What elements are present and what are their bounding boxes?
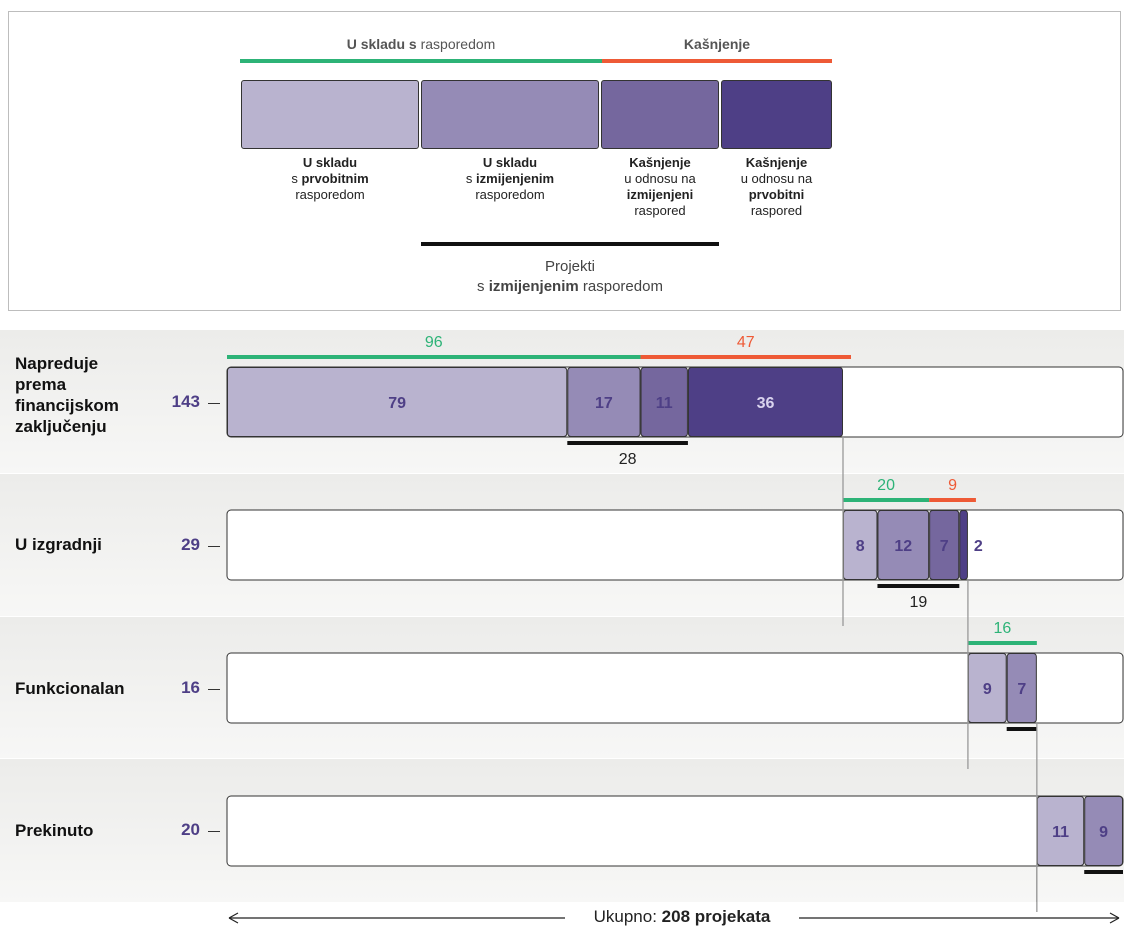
bar-segment-r1-s2	[567, 367, 641, 437]
row-total-2: 29	[140, 535, 200, 555]
row-total-4: 20	[140, 820, 200, 840]
row-label-terminated: Prekinuto	[15, 821, 94, 840]
bar-value-r4-s2: 9	[1099, 824, 1108, 841]
bar-value-r2-s4: 2	[974, 538, 983, 555]
bar-value-r2-s3: 7	[940, 538, 949, 555]
bar-value-r2-s1: 8	[856, 538, 865, 555]
legend-caption-revised: U skladu s izmijenjenim rasporedom	[421, 155, 599, 203]
legend-box-delay-original	[721, 80, 832, 149]
delay-label-r2: 9	[948, 477, 957, 494]
legend-box-delay-revised	[601, 80, 719, 149]
row-label-operational: Funkcionalan	[15, 679, 125, 698]
delay-label-r1: 47	[737, 334, 755, 351]
legend-caption-original-l2b: prvobitnim	[301, 171, 369, 186]
bar-segment-r3-s2	[1006, 653, 1037, 723]
delay-bracket-r2	[929, 498, 976, 502]
legend-caption-delay-original: Kašnjenje u odnosu na prvobitni raspored	[721, 155, 832, 219]
on-schedule-label-r2: 20	[877, 477, 895, 494]
row-tick-2	[208, 546, 220, 547]
bar-value-r3-s1: 9	[983, 681, 992, 698]
bar-value-r3-s2: 7	[1017, 681, 1026, 698]
legend-caption-revised-l3: rasporedom	[475, 187, 545, 202]
legend-caption-delay-revised-l1: Kašnjenje	[629, 155, 691, 170]
on-schedule-bracket-r1	[227, 355, 641, 359]
row-total-2-value: 29	[181, 535, 200, 554]
legend-caption-delay-revised: Kašnjenje u odnosu na izmijenjeni raspor…	[601, 155, 719, 219]
row-tick-1	[208, 403, 220, 404]
legend-red-line	[602, 59, 832, 63]
bar-segment-r1-s1	[227, 367, 568, 437]
legend-caption-delay-revised-l4: raspored	[634, 203, 686, 218]
row-total-3-value: 16	[181, 678, 200, 697]
legend-revised-line1: Projekti	[544, 258, 596, 275]
legend-caption-revised-l1: U skladu	[482, 155, 538, 170]
legend-caption-revised-l2a: s	[465, 171, 477, 186]
bar-value-r1-s2: 17	[595, 395, 613, 412]
revised-bracket-r3	[1006, 727, 1037, 731]
legend-caption-delay-original-l2: u odnosu na	[740, 171, 813, 186]
row-frame-4	[226, 795, 1124, 867]
revised-label-r1: 28	[619, 451, 637, 468]
row-total-4-value: 20	[181, 820, 200, 839]
bar-value-r1-s3: 11	[656, 395, 673, 412]
bar-segment-r2-s2	[877, 510, 930, 580]
bar-segment-r2-s4	[959, 510, 968, 580]
bar-value-r2-s2: 12	[894, 538, 912, 555]
legend-caption-revised-l2b: izmijenjenim	[476, 171, 555, 186]
revised-label-r2: 19	[909, 594, 927, 611]
legend-green-line	[240, 59, 602, 63]
on-schedule-bracket-r2	[843, 498, 930, 502]
legend-delay-bold: Kašnjenje	[683, 36, 751, 52]
legend-box-original	[241, 80, 419, 149]
legend-caption-original: U skladu s prvobitnim rasporedom	[241, 155, 419, 203]
legend-caption-delay-original-l1: Kašnjenje	[745, 155, 808, 170]
row-frame-3	[226, 652, 1124, 724]
legend-box-revised	[421, 80, 599, 149]
row-tick-4	[208, 831, 220, 832]
legend-caption-original-l3: rasporedom	[295, 187, 365, 202]
legend-revised-line2a: s	[477, 278, 489, 295]
row-tick-3	[208, 689, 220, 690]
bar-value-r4-s1: 11	[1052, 824, 1069, 841]
legend-revised-line2c: rasporedom	[578, 278, 663, 295]
row-total-1-value: 143	[171, 392, 200, 411]
revised-bracket-r4	[1084, 870, 1123, 874]
bar-segment-r4-s2	[1084, 796, 1123, 866]
bar-segment-r2-s3	[929, 510, 960, 580]
legend-revised-line2b: izmijenjenim	[488, 278, 579, 295]
row-total-1: 143	[140, 392, 200, 412]
legend-caption-delay-original-l3: prvobitni	[748, 187, 805, 202]
revised-bracket-r2	[877, 584, 960, 588]
on-schedule-bracket-r3	[967, 641, 1037, 645]
total-footer: Ukupno: 208 projekata	[565, 906, 799, 928]
legend-on-schedule-header: U skladu s rasporedom	[240, 36, 602, 52]
bar-segment-r1-s3	[640, 367, 688, 437]
delay-bracket-r1	[640, 355, 851, 359]
on-schedule-label-r3: 16	[993, 620, 1011, 637]
row-label-financial-close: Napreduje prema financijskom zaključenju	[15, 354, 119, 436]
legend-caption-delay-revised-l3: izmijenjeni	[626, 187, 694, 202]
legend-caption-original-l2a: s	[291, 171, 302, 186]
total-label-count: 208 projekata	[661, 907, 771, 926]
on-schedule-label-r1: 96	[425, 334, 443, 351]
legend-revised-caption: Projekti s izmijenjenim rasporedom	[400, 257, 740, 297]
bar-value-r1-s1: 79	[388, 395, 406, 412]
legend-caption-original-l1: U skladu	[302, 155, 358, 170]
bar-value-r1-s4: 36	[757, 395, 775, 412]
legend-revised-bracket	[421, 242, 719, 246]
row-total-3: 16	[140, 678, 200, 698]
bar-segment-r1-s4	[687, 367, 844, 437]
row-frame-2	[226, 509, 1124, 581]
legend-on-schedule-rest: rasporedom	[416, 36, 496, 52]
legend-caption-delay-revised-l2: u odnosu na	[624, 171, 696, 186]
row-label-construction: U izgradnji	[15, 535, 102, 554]
legend-delay-header: Kašnjenje	[602, 36, 832, 52]
total-arrow-right-head	[1109, 912, 1120, 924]
revised-bracket-r1	[567, 441, 688, 445]
legend-caption-delay-original-l4: raspored	[750, 203, 803, 218]
total-label-prefix: Ukupno:	[593, 907, 662, 926]
total-arrow-left-head	[228, 912, 239, 924]
legend-on-schedule-bold: U skladu s	[346, 36, 417, 52]
